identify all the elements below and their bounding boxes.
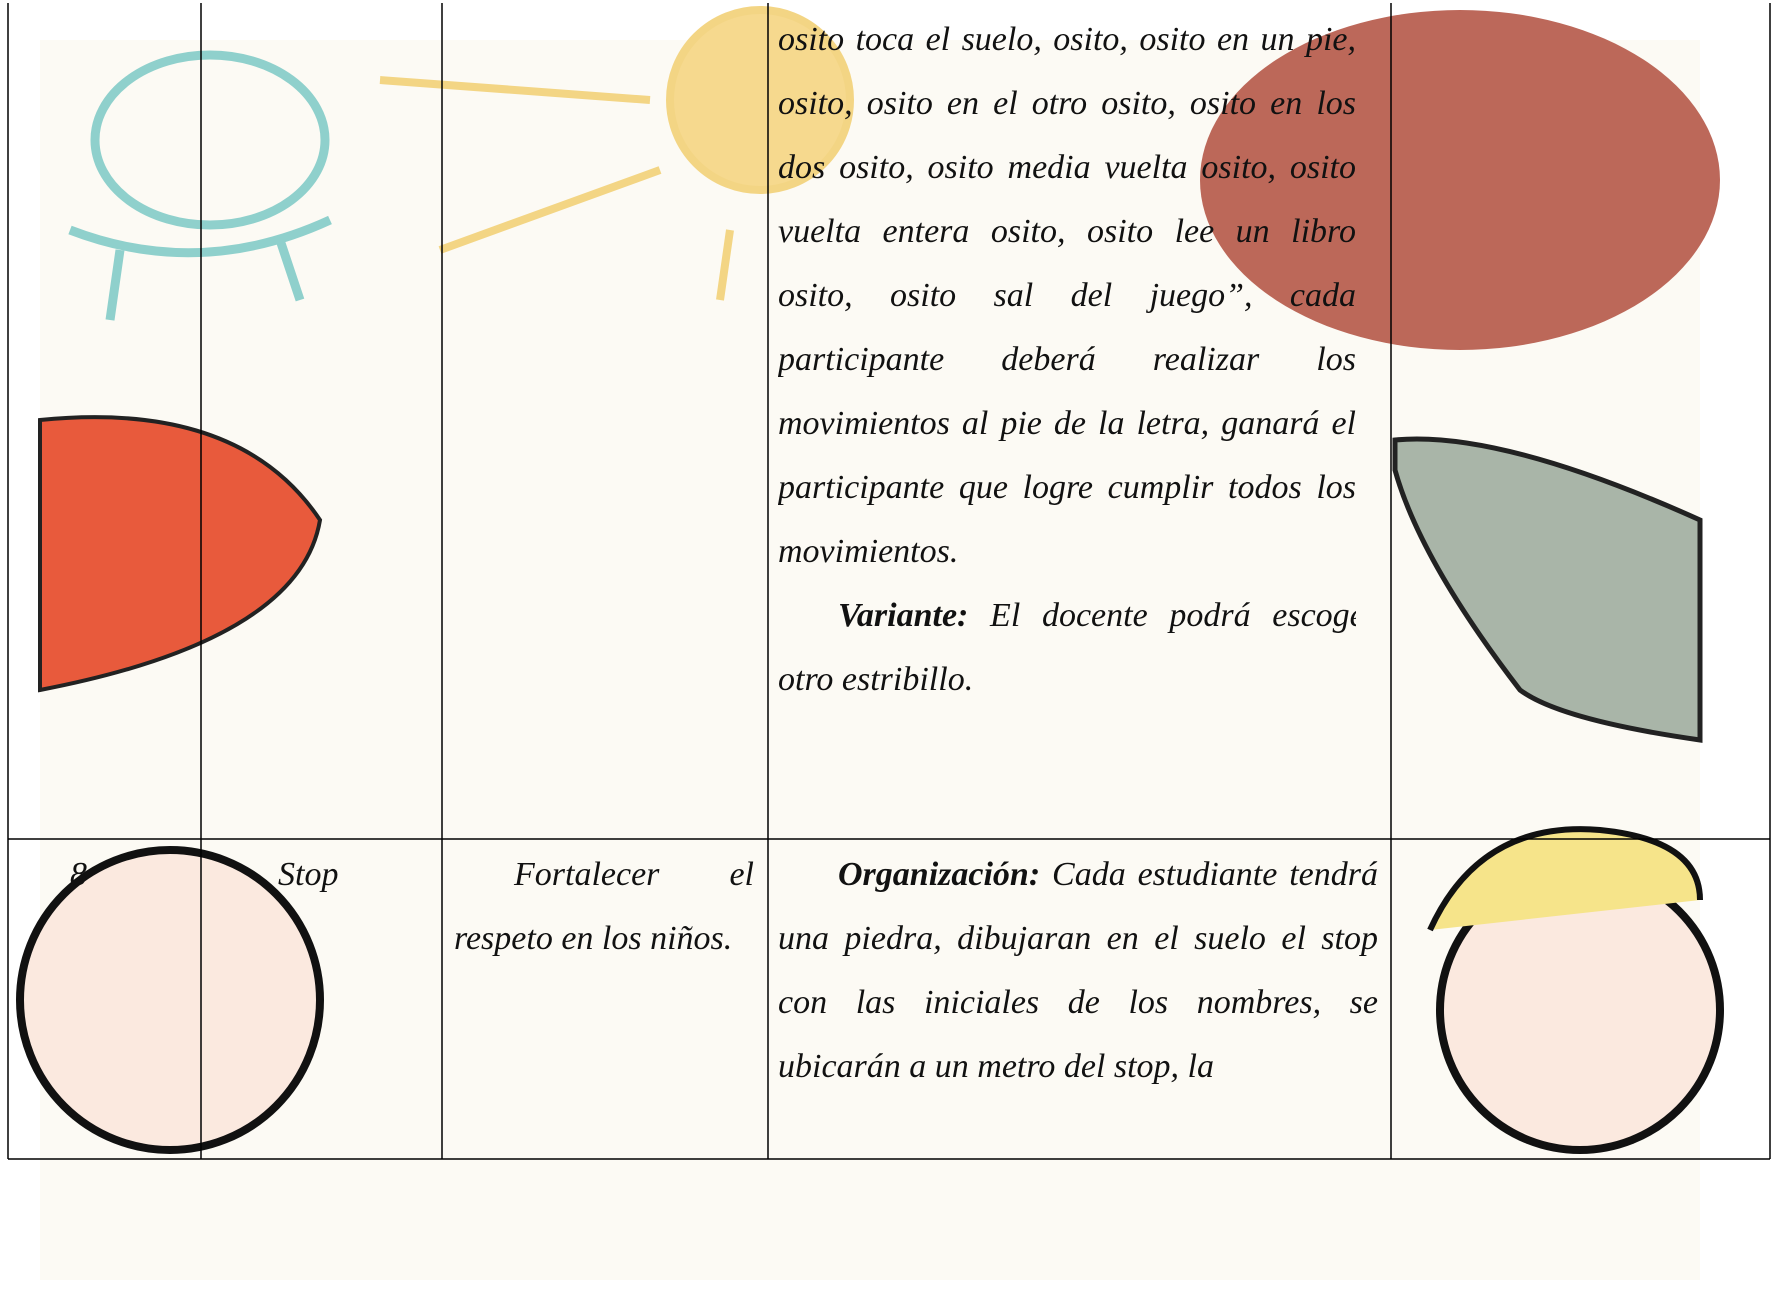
organization-text: Cada estudiante tendrá una piedra, dibuj… (778, 856, 1378, 1085)
name-cell: Stop (278, 843, 428, 907)
sun (379, 6, 854, 301)
description-text: osito toca el suelo, osito, osito en un … (778, 21, 1356, 570)
child-drawing (68, 50, 332, 321)
objective: Fortalecer el respeto en los niños. (454, 856, 754, 957)
table-grid (7, 3, 1771, 1160)
variant: Variante: El docente podrá escoger otro … (778, 584, 1356, 712)
organization: Organización: Cada estudiante tendrá una… (778, 843, 1378, 1099)
beach-ball (38, 415, 323, 693)
activity-name: Stop (278, 856, 339, 893)
description-cell: Organización: Cada estudiante tendrá una… (778, 843, 1378, 1159)
description-cell: osito toca el suelo, osito, osito en un … (778, 8, 1356, 839)
boy-face (16, 846, 324, 1154)
number: 8 (70, 856, 87, 893)
organization-label: Organización: (838, 856, 1041, 893)
number-cell: 8 (70, 843, 190, 907)
variant-label: Variante: (838, 597, 969, 634)
football (1200, 10, 1720, 350)
girl-hair (1427, 826, 1703, 932)
variant-text: El docente podrá escoger otro estribillo… (778, 597, 1356, 698)
objective-cell: Fortalecer el respeto en los niños. (454, 843, 754, 971)
fish (1392, 436, 1703, 743)
